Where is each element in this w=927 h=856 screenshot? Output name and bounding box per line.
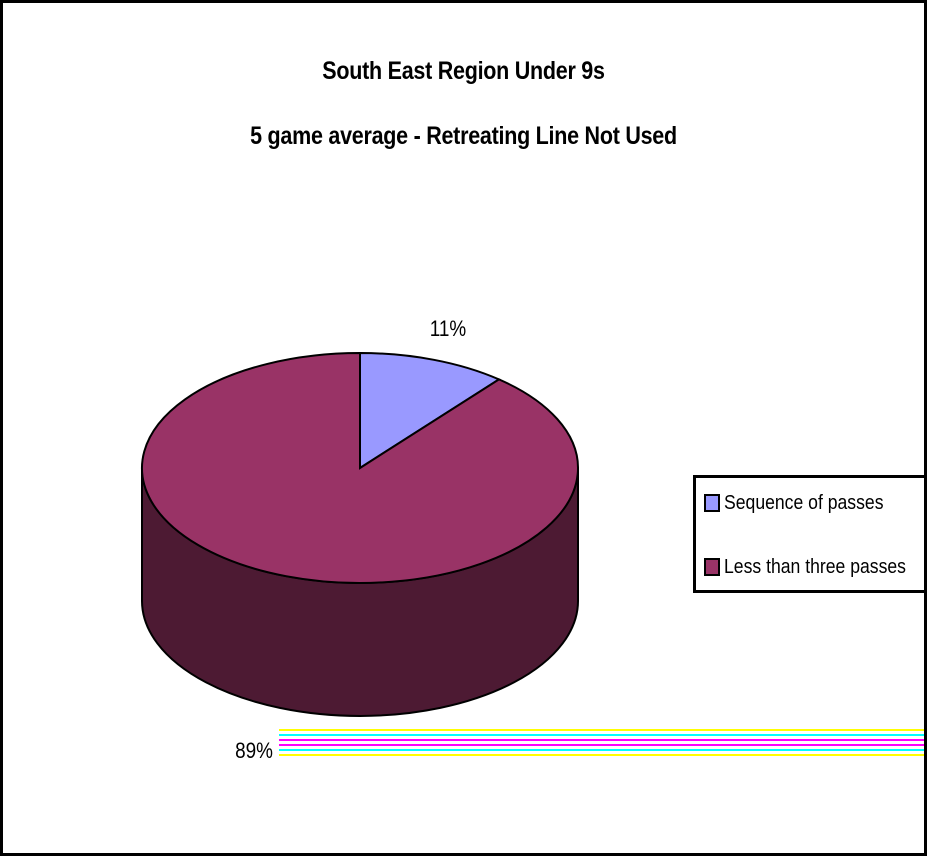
pie-slice-sequence [359,351,502,470]
data-label-less-than-three: 89% [235,739,273,764]
data-label-sequence: 11% [430,317,466,342]
legend-item-sequence: Sequence of passes [704,490,905,516]
chart-legend: Sequence of passes Less than three passe… [693,475,924,593]
chart-subtitle: 5 game average - Retreating Line Not Use… [250,122,677,150]
legend-label-less-than-three: Less than three passes [724,555,906,578]
chart-title: South East Region Under 9s [322,57,605,85]
leader-line-89 [279,729,924,756]
pie-slice-less-than-three [141,351,579,584]
legend-item-less-than-three: Less than three passes [704,554,924,580]
legend-swatch-less-than-three [704,558,720,576]
legend-label-sequence: Sequence of passes [724,491,884,514]
pie-top [141,351,579,584]
pie-chart: 11% 89% [141,317,924,764]
legend-swatch-sequence [704,494,720,512]
